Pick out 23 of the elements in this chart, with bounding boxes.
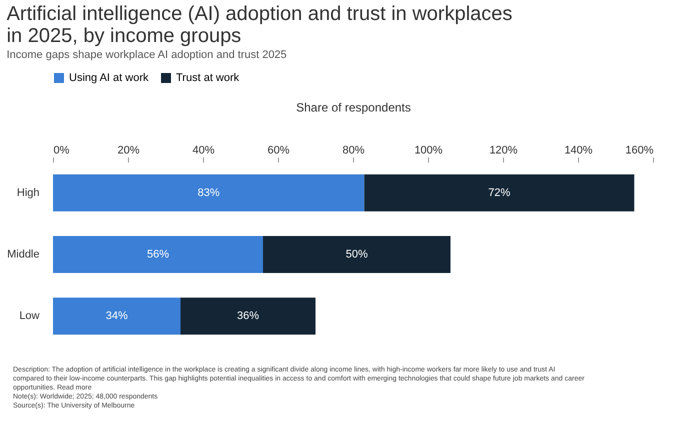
x-tick-label: 120% xyxy=(489,144,518,156)
x-tick-label: 40% xyxy=(192,144,215,156)
x-axis-title: Share of respondents xyxy=(296,100,411,114)
x-tick-label: 20% xyxy=(117,144,140,156)
y-tick-label: Middle xyxy=(7,248,40,260)
x-tick-label: 100% xyxy=(414,144,443,156)
legend-label: Trust at work xyxy=(176,72,240,84)
data-label: 50% xyxy=(346,248,368,260)
x-tick-label: 60% xyxy=(267,144,290,156)
data-label: 36% xyxy=(236,310,260,322)
chart-title: Artificial intelligence (AI) adoption and trust in workplaces in 2025, by income groups xyxy=(6,3,512,47)
x-tick-label: 80% xyxy=(342,144,365,156)
chart-subtitle: Income gaps shape workplace AI adoption and trust 2025 xyxy=(6,49,287,61)
data-label: 72% xyxy=(488,186,510,199)
y-tick-label: High xyxy=(16,186,40,199)
data-label: 83% xyxy=(198,186,220,199)
data-label: 56% xyxy=(146,248,170,260)
data-label: 34% xyxy=(106,310,128,322)
x-tick-label: 160% xyxy=(625,144,654,156)
legend-label: Using AI at work xyxy=(69,72,149,84)
x-tick-label: 0% xyxy=(54,144,70,156)
y-tick-label: Low xyxy=(19,310,40,322)
x-tick-label: 140% xyxy=(564,144,593,156)
